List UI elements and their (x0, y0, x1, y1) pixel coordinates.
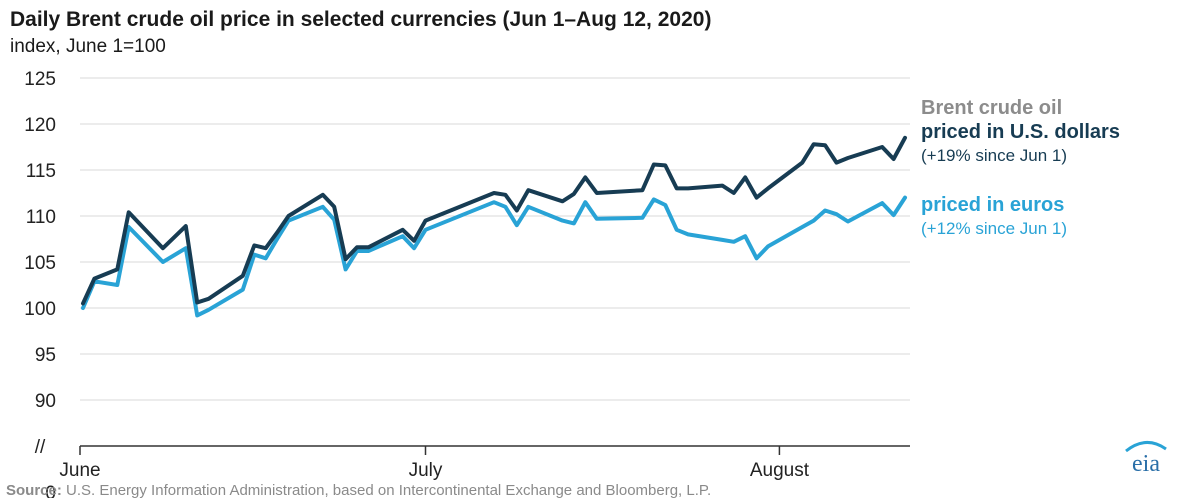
chart-title: Daily Brent crude oil price in selected … (10, 8, 712, 31)
legend-eur-note: (+12% since Jun 1) (921, 219, 1067, 238)
y-tick-label: 100 (24, 299, 56, 320)
y-tick-label: 115 (26, 161, 56, 182)
eia-logo-icon: eia (1125, 441, 1167, 477)
y-tick-label: 90 (35, 391, 56, 412)
y-axis-tick-labels: 125 120 115 110 105 100 95 90 // 0 (24, 69, 56, 498)
chart-subtitle: index, June 1=100 (10, 36, 166, 57)
legend-eur: priced in euros (+12% since Jun 1) (921, 193, 1067, 241)
y-tick-label: 105 (24, 253, 56, 274)
legend-usd-label: priced in U.S. dollars (921, 121, 1120, 143)
eia-logo-text: eia (1132, 451, 1160, 477)
x-tick-label: August (750, 460, 810, 481)
source-note: Source: U.S. Energy Information Administ… (6, 482, 711, 499)
axes (79, 445, 910, 455)
y-tick-label: 120 (24, 115, 56, 136)
legend-eur-label: priced in euros (921, 194, 1065, 216)
gridlines (80, 77, 910, 401)
x-axis-tick-labels: June July August (59, 460, 809, 481)
y-tick-label: 0 (45, 483, 56, 498)
x-tick-label: July (409, 460, 443, 481)
series-line-eur (81, 195, 907, 318)
eia-logo-arc (1125, 441, 1167, 453)
source-label: Source: (6, 482, 62, 499)
x-tick-label: June (59, 460, 100, 481)
legend-usd: Brent crude oil priced in U.S. dollars (… (921, 96, 1120, 168)
series-line-usd (81, 135, 907, 306)
y-tick-label: 110 (26, 207, 56, 228)
legend-usd-header: Brent crude oil (921, 97, 1063, 119)
y-tick-label: 125 (24, 69, 56, 90)
source-text: U.S. Energy Information Administration, … (61, 482, 712, 499)
legend-usd-note: (+19% since Jun 1) (921, 146, 1067, 165)
axis-break-label: // (35, 437, 46, 458)
y-tick-label: 95 (35, 345, 56, 366)
series-lines (81, 135, 907, 318)
